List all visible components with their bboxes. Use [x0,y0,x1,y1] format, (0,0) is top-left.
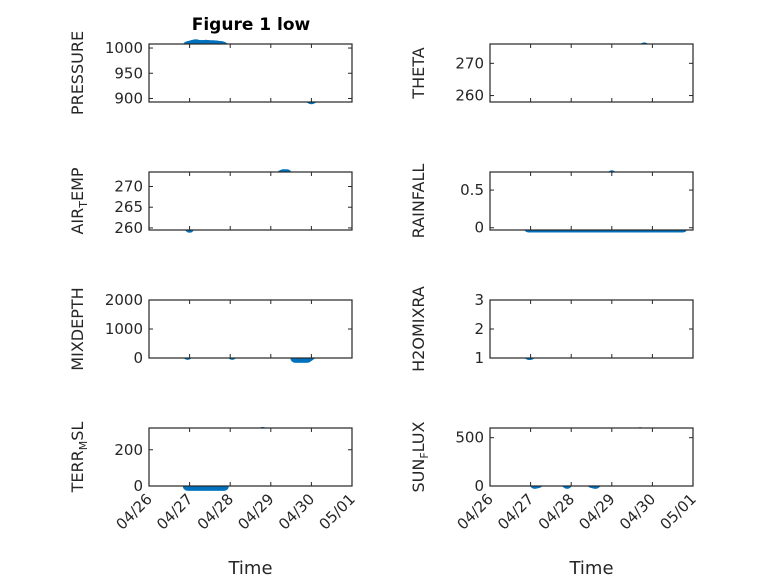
y-tick-label: 2000 [105,291,143,309]
y-tick-label: 270 [455,54,484,72]
axes-frame [148,299,353,359]
y-tick-label: 0 [133,477,143,495]
axes-frame [148,171,353,231]
y-tick-label: 265 [114,198,143,216]
y-tick-label: 0 [474,477,484,495]
x-tick-label: 04/29 [575,490,618,533]
y-tick-label: 2 [474,320,484,338]
y-tick-label: 1000 [105,320,143,338]
figure-title: Figure 1 low [192,15,311,35]
y-axis-label: MIXDEPTH [68,287,87,370]
x-tick-label: 04/29 [234,490,277,533]
y-axis-label: TERRMSL [68,422,90,494]
axes-frame [148,43,353,103]
y-axis-label: THETA [409,47,428,99]
y-tick-label: 1000 [105,39,143,57]
y-tick-label: 900 [114,89,143,107]
axes-frame [489,43,694,103]
x-tick-label: 04/30 [616,490,659,533]
x-tick-label: 04/27 [153,490,196,533]
y-axis-label: RAINFALL [409,164,428,239]
y-tick-label: 260 [455,87,484,105]
axes-frame [489,171,694,231]
y-tick-label: 3 [474,291,484,309]
axes-frame [489,299,694,359]
y-tick-label: 0 [474,219,484,237]
y-axis-label: PRESSURE [68,31,87,115]
subplot-mixdepth: 0 1000 2000 MIXDEPTH [68,287,353,371]
x-tick-label: 05/01 [316,490,359,533]
y-tick-label: 500 [455,429,484,447]
subplot-rainfall: 0 0.5 RAINFALL [409,164,694,239]
y-tick-label: 950 [114,64,143,82]
subplot-theta: 260 270 THETA [409,42,694,105]
axes-frame [489,427,694,487]
x-tick-label: 04/26 [113,490,156,533]
x-tick-label: 04/26 [454,490,497,533]
y-tick-label: 1 [474,349,484,367]
y-tick-label: 200 [114,441,143,459]
y-tick-label: 0 [133,349,143,367]
subplot-air_temp: 260 265 270 AIRTEMP [68,167,353,237]
subplot-pressure: 900 950 1000 PRESSURE [68,31,353,115]
y-axis-label: H2OMIXRA [409,286,428,372]
y-tick-label: 260 [114,219,143,237]
axes-frame [148,427,353,487]
x-tick-label: 05/01 [657,490,700,533]
x-tick-label: 04/30 [275,490,318,533]
subplot-h2omixra: 1 2 3 H2OMIXRA [409,286,694,372]
x-tick-label: 04/27 [494,490,537,533]
x-tick-label: 04/28 [194,490,237,533]
y-tick-label: 270 [114,178,143,196]
x-axis-label: Time [227,558,272,579]
x-axis-label: Time [568,558,613,579]
y-tick-label: 0.5 [460,181,484,199]
x-tick-label: 04/28 [535,490,578,533]
y-axis-label: SUNFLUX [409,421,431,492]
y-axis-label: AIRTEMP [68,167,90,234]
